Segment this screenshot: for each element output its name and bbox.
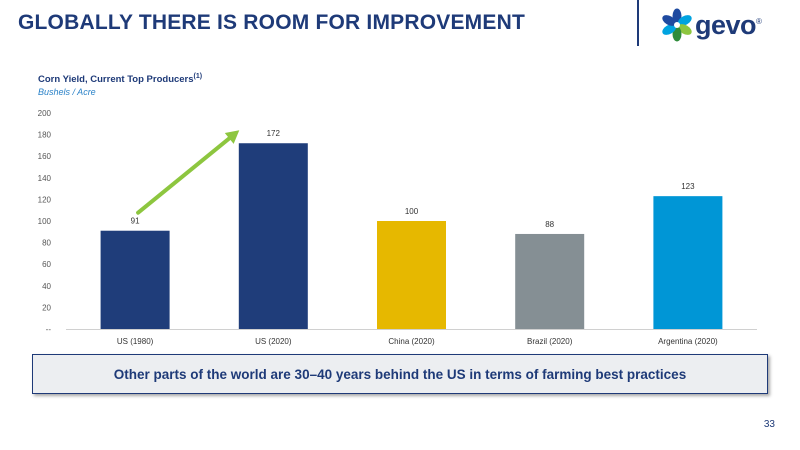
data-label: 123 — [681, 182, 695, 191]
trend-arrow-line — [136, 136, 232, 215]
x-tick-label: Argentina (2020) — [658, 337, 718, 346]
header-divider — [637, 0, 639, 46]
data-label: 88 — [545, 220, 554, 229]
bar — [238, 143, 308, 329]
data-label: 172 — [267, 129, 281, 138]
x-tick-label: US (2020) — [255, 337, 292, 346]
callout-text: Other parts of the world are 30–40 years… — [113, 366, 687, 382]
logo-wordmark: gevo® — [695, 10, 762, 40]
y-tick-label: 200 — [38, 109, 52, 118]
y-tick-label: 120 — [38, 195, 52, 204]
logo-flower-icon — [662, 8, 692, 42]
bar — [515, 233, 585, 329]
bar — [377, 221, 446, 329]
y-tick-label: 140 — [38, 174, 52, 183]
y-tick-label: 160 — [38, 152, 52, 161]
bar — [653, 196, 723, 329]
bar — [100, 230, 170, 329]
y-tick-label: 80 — [42, 239, 51, 248]
callout-box: Other parts of the world are 30–40 years… — [32, 354, 768, 394]
y-tick-label: 60 — [42, 260, 51, 269]
chart-title: Corn Yield, Current Top Producers(1) — [38, 73, 203, 86]
x-tick-label: Brazil (2020) — [527, 337, 573, 346]
chart-subtitle: Bushels / Acre — [38, 87, 96, 97]
y-tick-label: 20 — [42, 303, 51, 312]
trend-arrow-head — [224, 130, 240, 144]
x-tick-label: China (2020) — [388, 337, 435, 346]
data-label: 100 — [405, 207, 419, 216]
y-tick-label: -- — [46, 325, 52, 334]
y-tick-label: 180 — [38, 131, 52, 140]
slide-title: GLOBALLY THERE IS ROOM FOR IMPROVEMENT — [18, 11, 525, 34]
data-label: 91 — [131, 217, 140, 226]
page-number: 33 — [763, 419, 775, 430]
y-tick-label: 100 — [38, 217, 52, 226]
y-tick-label: 40 — [42, 282, 51, 291]
gevo-logo: gevo® — [660, 8, 770, 44]
x-tick-label: US (1980) — [117, 337, 154, 346]
